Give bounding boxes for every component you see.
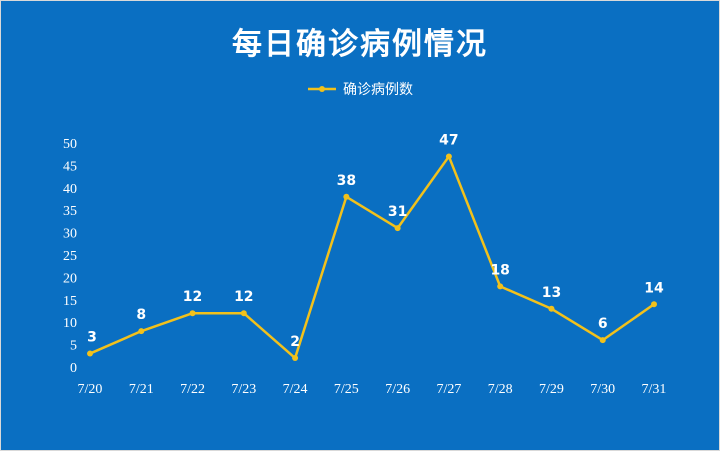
y-tick-label: 50 — [63, 137, 77, 152]
y-tick-label: 0 — [70, 361, 77, 376]
data-label: 14 — [644, 280, 664, 296]
legend-line-marker-icon — [308, 86, 336, 92]
chart-title: 每日确诊病例情况 — [232, 27, 488, 62]
data-point — [394, 225, 401, 232]
y-tick-label: 25 — [63, 249, 77, 264]
data-point — [189, 310, 196, 317]
x-tick-label: 7/22 — [180, 382, 205, 397]
x-tick-label: 7/27 — [436, 382, 461, 397]
x-tick-label: 7/29 — [539, 382, 564, 397]
x-tick-label: 7/21 — [129, 382, 154, 397]
data-label: 38 — [337, 173, 356, 189]
data-point — [343, 193, 350, 200]
data-label: 31 — [388, 204, 407, 220]
data-point — [445, 153, 452, 160]
y-tick-label: 40 — [63, 182, 77, 197]
data-label: 3 — [87, 330, 97, 346]
x-tick-label: 7/30 — [590, 382, 615, 397]
y-tick-label: 15 — [63, 294, 77, 309]
data-point — [599, 337, 606, 344]
x-tick-label: 7/28 — [488, 382, 513, 397]
y-tick-label: 10 — [63, 316, 77, 331]
data-point — [138, 328, 145, 335]
y-tick-label: 5 — [70, 339, 77, 354]
legend: 确诊病例数 — [1, 79, 719, 99]
data-point — [497, 283, 504, 290]
x-tick-label: 7/20 — [78, 382, 103, 397]
series-line — [89, 155, 655, 360]
data-point — [87, 350, 93, 357]
data-point — [548, 305, 555, 312]
legend-label: 确诊病例数 — [343, 82, 413, 98]
data-label: 8 — [136, 307, 146, 323]
x-tick-label: 7/26 — [385, 382, 410, 397]
data-label: 13 — [542, 285, 561, 301]
data-label: 12 — [234, 289, 253, 305]
data-point — [651, 301, 657, 308]
y-tick-label: 20 — [63, 271, 77, 286]
x-tick-label: 7/25 — [334, 382, 359, 397]
y-tick-label: 45 — [63, 159, 77, 174]
data-label: 47 — [439, 132, 458, 148]
data-label: 6 — [598, 316, 608, 332]
y-tick-label: 30 — [63, 227, 77, 242]
data-label: 18 — [490, 262, 509, 278]
y-tick-label: 35 — [63, 204, 77, 219]
data-point — [292, 355, 299, 362]
data-label: 12 — [183, 289, 202, 305]
data-label: 2 — [290, 334, 300, 350]
x-tick-label: 7/23 — [231, 382, 256, 397]
x-tick-label: 7/31 — [642, 382, 667, 397]
data-point — [240, 310, 247, 317]
x-tick-label: 7/24 — [283, 382, 308, 397]
